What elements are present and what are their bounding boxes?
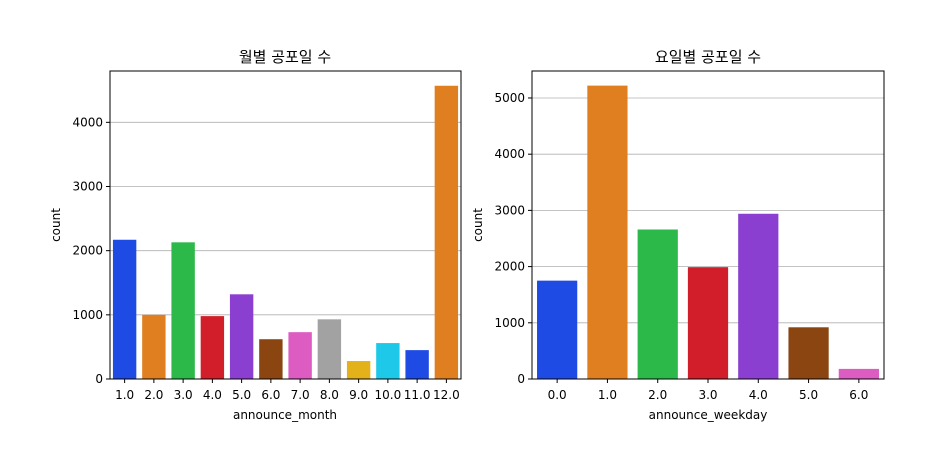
bar	[142, 314, 166, 379]
y-ticks: 0 1000 2000 3000 4000 5000	[494, 91, 532, 386]
y-tick-label: 2000	[72, 244, 103, 258]
bars	[537, 85, 879, 380]
x-ticks: 1.0 2.0 3.0 4.0 5.0 6.0 7.0 8.0 9.0 10.0 11.0 12.0	[115, 379, 460, 402]
bar	[288, 332, 312, 379]
x-tick-label: 12.0	[433, 388, 460, 402]
x-tick-label: 9.0	[349, 388, 368, 402]
bar	[838, 368, 879, 379]
bar	[200, 316, 225, 379]
x-tick-label: 5.0	[799, 388, 818, 402]
x-axis-label: announce_month	[233, 408, 337, 422]
bar	[171, 242, 195, 379]
bar	[112, 239, 137, 379]
x-tick-label: 1.0	[115, 388, 134, 402]
chart-weekday: 요일별 공포일 수 0 1000 2000 3000 4000 5000 0.0 1.0 2.…	[471, 48, 885, 422]
y-tick-label: 0	[95, 372, 103, 386]
y-tick-label: 1000	[494, 316, 525, 330]
bar	[317, 319, 342, 379]
x-tick-label: 6.0	[261, 388, 280, 402]
bar	[405, 350, 429, 379]
bar	[259, 339, 283, 379]
y-tick-label: 3000	[72, 180, 103, 194]
chart-title: 월별 공포일 수	[239, 48, 331, 66]
bar	[587, 85, 628, 380]
bar	[637, 229, 678, 379]
y-tick-label: 0	[517, 372, 525, 386]
x-tick-label: 7.0	[291, 388, 310, 402]
x-tick-label: 2.0	[648, 388, 667, 402]
plot-frame	[109, 70, 462, 380]
chart-title: 요일별 공포일 수	[655, 48, 761, 66]
y-tick-label: 4000	[494, 147, 525, 161]
y-axis-label: count	[471, 208, 485, 242]
bar	[788, 327, 829, 379]
x-tick-label: 4.0	[203, 388, 222, 402]
x-axis-label: announce_weekday	[649, 408, 768, 422]
x-ticks: 0.0 1.0 2.0 3.0 4.0 5.0 6.0	[548, 379, 868, 402]
x-tick-label: 11.0	[404, 388, 431, 402]
bar	[687, 267, 729, 379]
x-tick-label: 3.0	[174, 388, 193, 402]
x-tick-label: 2.0	[144, 388, 163, 402]
bar	[738, 213, 779, 379]
y-ticks: 0 1000 2000 3000 4000	[72, 115, 110, 386]
y-tick-label: 4000	[72, 115, 103, 129]
bar	[537, 280, 578, 379]
bar	[434, 85, 459, 379]
bar	[346, 361, 371, 379]
bar	[229, 294, 254, 379]
bars	[112, 85, 459, 379]
x-tick-label: 3.0	[698, 388, 717, 402]
y-tick-label: 5000	[494, 91, 525, 105]
x-tick-label: 1.0	[598, 388, 617, 402]
y-axis-label: count	[49, 208, 63, 242]
x-tick-label: 4.0	[749, 388, 768, 402]
x-tick-label: 0.0	[548, 388, 567, 402]
y-tick-label: 3000	[494, 203, 525, 217]
x-tick-label: 8.0	[320, 388, 339, 402]
x-tick-label: 10.0	[375, 388, 402, 402]
chart-monthly: 월별 공포일 수 0 1000 2000 3000 4000 1.0 2.0 3.0 4.0 5…	[49, 48, 462, 422]
x-tick-label: 6.0	[849, 388, 868, 402]
y-tick-label: 1000	[72, 308, 103, 322]
bar	[376, 343, 400, 379]
y-tick-label: 2000	[494, 260, 525, 274]
x-tick-label: 5.0	[232, 388, 251, 402]
